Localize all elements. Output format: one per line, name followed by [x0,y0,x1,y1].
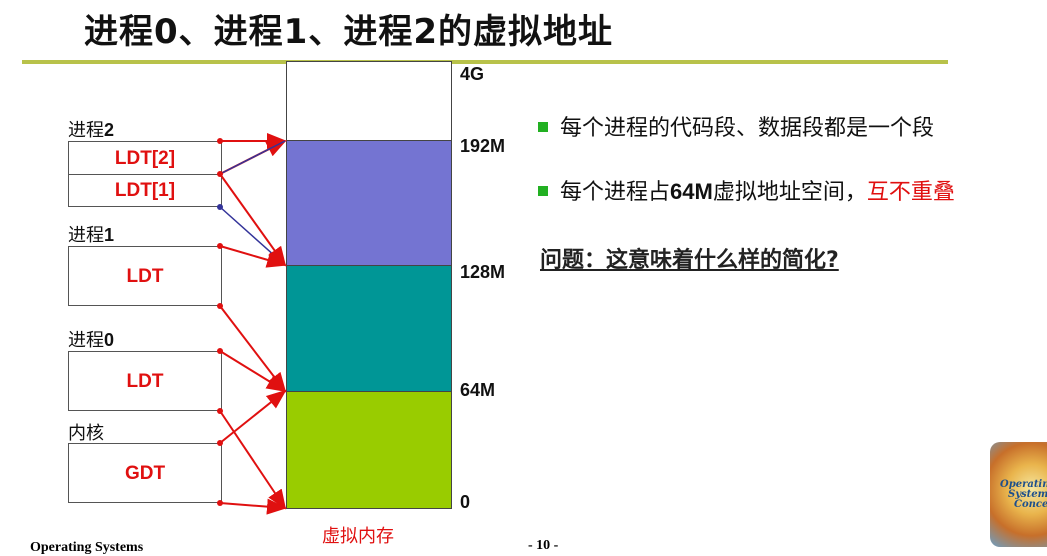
dot [217,440,223,446]
kernel-label: 内核 [68,423,104,444]
memory-region-process0 [286,391,452,509]
dot [217,303,223,309]
bullet-square-icon [538,186,548,196]
ldt2-label: LDT[2] [114,148,176,169]
dot [217,348,223,354]
ldt1-entry: LDT[1] [68,174,222,207]
bullet-2: 每个进程占64M虚拟地址空间，互不重叠 [538,174,955,206]
title-rule [22,60,948,64]
dot [217,171,223,177]
addr-4g: 4G [460,64,485,84]
title-num: 0 [154,12,179,52]
footer-page-number: - 10 - [528,538,559,553]
process1-ldt-box: LDT [68,246,222,306]
kernel-gdt-box: GDT [68,443,222,503]
dot [217,408,223,414]
arrow-p1-limit [219,305,287,393]
arrow-gdt-limit [219,498,287,515]
addr-64m: 64M [460,380,496,400]
addr-192m: 192M [460,136,506,156]
dot [217,138,223,144]
arrow-p0-base [219,350,287,393]
slide-title: 进程0、进程1、进程2的虚拟地址 [84,4,613,53]
arrow-gdt-base [219,389,287,444]
memory-region-process1 [286,265,452,392]
process0-label: 进程0 [68,330,115,351]
title-num: 2 [413,12,439,52]
bullet-square-icon [538,122,548,132]
addr-0: 0 [460,492,471,512]
process1-label: 进程1 [68,225,115,246]
memory-region-process2 [286,140,452,266]
process0-ldt-label: LDT [126,371,164,392]
process0-ldt-box: LDT [68,351,222,411]
title-text: 进程 [84,12,154,52]
question-text: 问题：这意味着什么样的简化? [540,248,839,273]
title-num: 1 [283,12,309,52]
link-ldt1-a [219,140,286,175]
arrow-ldt1-limit [219,173,287,267]
arrow-p0-limit [219,410,287,510]
memory-region-free [286,61,452,141]
process1-ldt-label: LDT [126,266,164,287]
dot [217,500,223,506]
ldt1-label: LDT[1] [114,180,176,201]
memory-caption: 虚拟内存 [322,526,394,547]
dot [217,204,223,210]
title-text: 的虚拟地址 [438,12,614,52]
kernel-gdt-label: GDT [124,463,166,484]
dot [217,243,223,249]
title-text: 、进程 [178,12,284,52]
process2-label: 进程2 [68,120,115,141]
title-text: 、进程 [308,12,414,52]
bullet-1: 每个进程的代码段、数据段都是一个段 [538,110,934,142]
book-logo-icon: Operating Systems Concepts [990,442,1047,547]
footer-course: Operating Systems [30,540,144,555]
addr-128m: 128M [460,262,506,282]
